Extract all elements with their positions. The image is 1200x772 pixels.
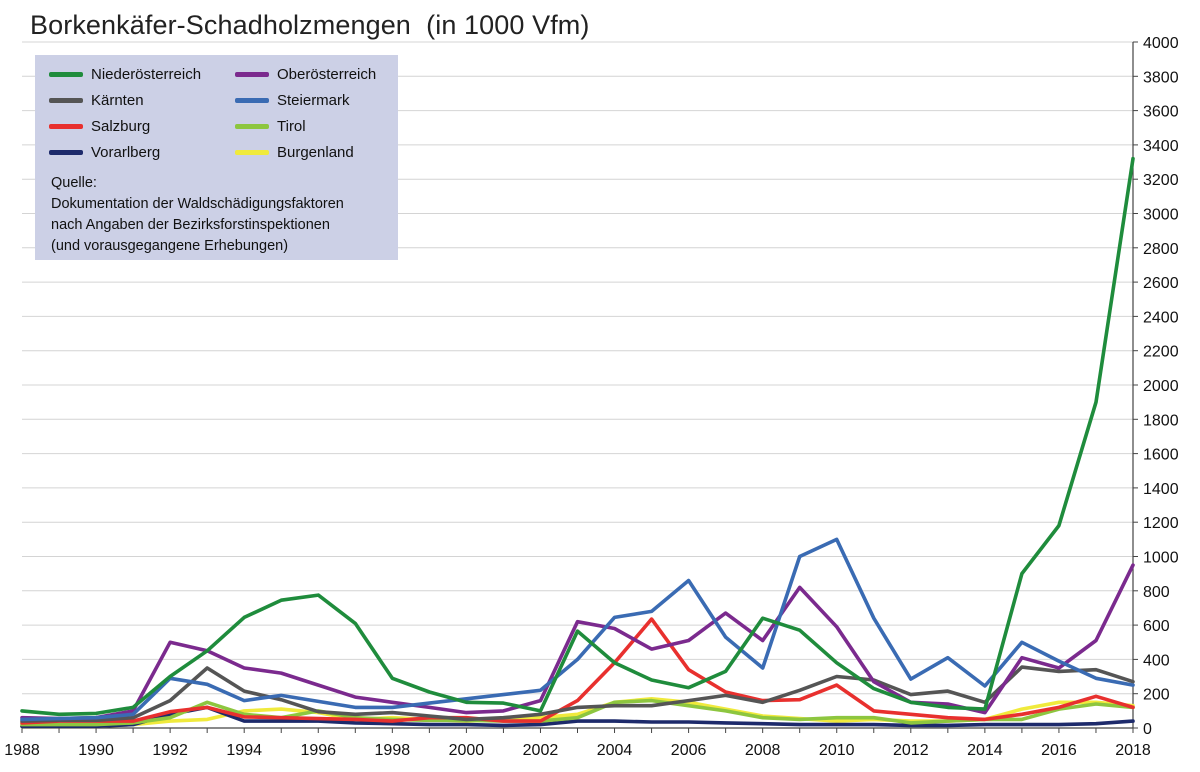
y-tick-label: 0 [1143,721,1152,738]
legend-swatch [235,71,269,77]
x-tick-label: 1994 [226,742,262,759]
legend-label: Tirol [277,117,306,135]
legend-item: Salzburg [49,116,150,136]
legend-label: Vorarlberg [91,143,161,161]
y-tick-label: 1000 [1143,550,1179,567]
x-tick-label: 1992 [152,742,188,759]
y-tick-label: 800 [1143,584,1170,601]
y-tick-label: 1400 [1143,481,1179,498]
y-tick-label: 3000 [1143,207,1179,224]
y-tick-label: 1800 [1143,412,1179,429]
x-tick-label: 1998 [375,742,411,759]
legend-item: Kärnten [49,90,144,110]
legend-item: Tirol [235,116,306,136]
legend-swatch [49,97,83,103]
y-tick-label: 2200 [1143,344,1179,361]
x-tick-label: 2010 [819,742,855,759]
legend-swatch [235,97,269,103]
series-line-3 [20,665,1135,723]
legend-swatch [49,71,83,77]
source-note-line: (und vorausgegangene Erhebungen) [51,238,289,254]
y-tick-label: 3200 [1143,172,1179,189]
legend-label: Kärnten [91,91,144,109]
legend-item: Vorarlberg [49,142,160,162]
source-note: Quelle: Dokumentation der Waldschädigung… [51,173,344,257]
legend: Niederösterreich Oberösterreich Kärnten … [35,55,398,260]
legend-swatch [49,149,83,155]
y-tick-label: 2600 [1143,275,1179,292]
y-tick-label: 3800 [1143,69,1179,86]
legend-label: Niederösterreich [91,65,202,83]
y-tick-label: 3400 [1143,138,1179,155]
x-tick-label: 2002 [523,742,559,759]
legend-item: Oberösterreich [235,64,376,84]
legend-label: Burgenland [277,143,354,161]
x-tick-label: 2012 [893,742,929,759]
legend-swatch [49,123,83,129]
x-tick-label: 1990 [78,742,114,759]
legend-label: Salzburg [91,117,151,135]
legend-item: Burgenland [235,142,354,162]
x-tick-label: 2008 [745,742,781,759]
y-tick-label: 3600 [1143,104,1179,121]
legend-item: Niederösterreich [49,64,201,84]
y-tick-label: 200 [1143,687,1170,704]
legend-label: Steiermark [277,91,350,109]
legend-label: Oberösterreich [277,65,377,83]
chart-title: Borkenkäfer-Schadholzmengen (in 1000 Vfm… [30,10,590,40]
tick-labels: 0 200 400 600 800 1000 1200 1400 1600 1800 2000 220… [4,35,1178,759]
x-tick-label: 2016 [1041,742,1077,759]
series-line-4 [20,537,1135,722]
source-note-line: Quelle: [51,175,97,191]
legend-item: Steiermark [235,90,350,110]
x-tick-label: 2004 [597,742,633,759]
y-tick-label: 600 [1143,618,1170,635]
x-tick-label: 2014 [967,742,1003,759]
axes [21,41,1138,733]
y-tick-label: 4000 [1143,35,1179,52]
y-tick-label: 2400 [1143,309,1179,326]
series-lines [20,156,1135,729]
y-tick-label: 1600 [1143,447,1179,464]
series-line-5 [20,617,1135,725]
series-line-6 [20,698,1135,727]
y-tick-label: 400 [1143,652,1170,669]
y-tick-label: 2000 [1143,378,1179,395]
source-note-line: Dokumentation der Waldschädigungsfaktore… [51,196,344,212]
x-tick-label: 1988 [4,742,40,759]
series-line-1 [20,156,1135,717]
y-tick-label: 1200 [1143,515,1179,532]
y-tick-label: 2800 [1143,241,1179,258]
source-note-line: nach Angaben der Bezirksforstinspektione… [51,217,330,233]
legend-swatch [235,149,269,155]
x-tick-label: 1996 [300,742,336,759]
x-tick-label: 2018 [1115,742,1151,759]
x-tick-label: 2000 [449,742,485,759]
legend-swatch [235,123,269,129]
x-tick-label: 2006 [671,742,707,759]
